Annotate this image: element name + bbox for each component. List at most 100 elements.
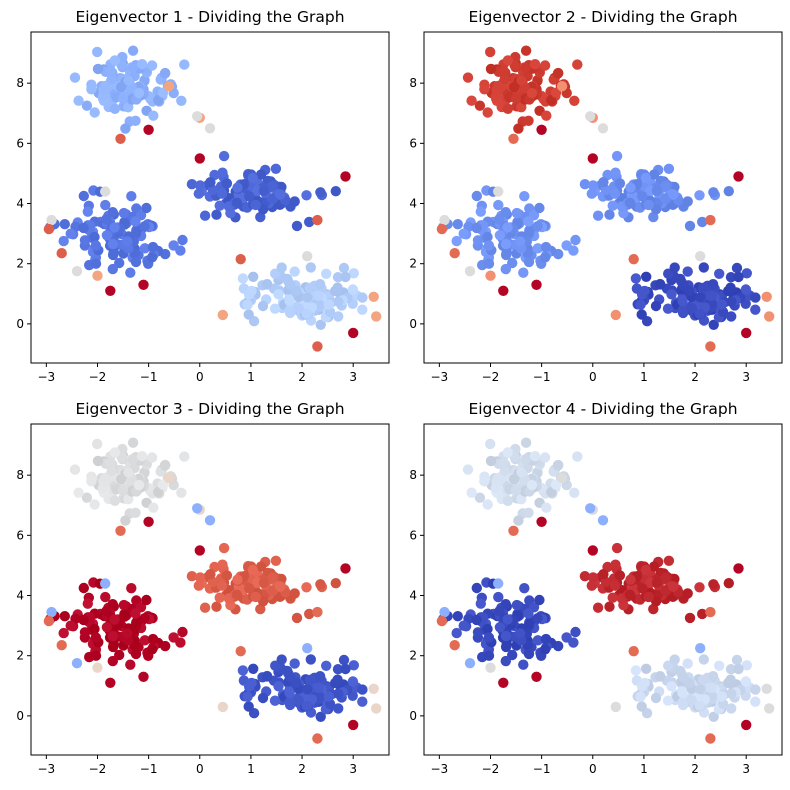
- scatter-point: [482, 499, 493, 510]
- scatter-point: [677, 305, 688, 316]
- scatter-point-outlier: [192, 111, 203, 122]
- x-tick-label: 1: [640, 370, 648, 384]
- scatter-point: [698, 262, 709, 273]
- scatter-point: [511, 599, 523, 611]
- scatter-point-outlier: [585, 111, 596, 122]
- scatter-point: [462, 72, 474, 83]
- scatter-point: [130, 256, 142, 268]
- scatter-points: [436, 437, 775, 744]
- scatter-point: [117, 485, 129, 496]
- scatter-point: [586, 580, 597, 591]
- scatter-point: [502, 222, 513, 233]
- scatter-point: [221, 570, 233, 581]
- scatter-point-outlier: [348, 327, 359, 339]
- y-tick-label: 4: [409, 197, 417, 211]
- scatter-point: [471, 582, 482, 594]
- scatter-point: [58, 235, 69, 247]
- scatter-point: [550, 479, 562, 490]
- scatter-point: [500, 238, 512, 250]
- x-tick-label: −3: [430, 370, 448, 384]
- x-tick-label: −2: [89, 370, 107, 384]
- scatter-point: [148, 502, 159, 513]
- scatter-point: [106, 465, 118, 477]
- scatter-point: [107, 655, 119, 667]
- scatter-point: [90, 632, 102, 643]
- scatter-point-outlier: [764, 703, 775, 714]
- scatter-point-outlier: [585, 503, 596, 514]
- scatter-point: [500, 207, 511, 218]
- scatter-point: [532, 635, 544, 646]
- scatter-point: [540, 252, 551, 263]
- scatter-point: [65, 620, 76, 631]
- scatter-point: [500, 630, 512, 642]
- scatter-point: [205, 569, 216, 580]
- scatter-point: [115, 82, 127, 93]
- scatter-point-outlier: [71, 266, 83, 277]
- scatter-point: [159, 460, 171, 471]
- scatter-point: [284, 295, 295, 307]
- scatter-point: [179, 451, 190, 462]
- scatter-point: [194, 572, 206, 583]
- scatter-point: [237, 273, 249, 284]
- scatter-point: [534, 202, 545, 214]
- x-tick-label: 0: [196, 762, 204, 776]
- scatter-point-outlier: [531, 279, 542, 290]
- scatter-point: [244, 191, 255, 202]
- scatter-point: [725, 272, 737, 283]
- scatter-point: [255, 603, 266, 615]
- scatter-point: [146, 452, 158, 463]
- scatter-point: [218, 150, 230, 162]
- scatter-point: [293, 695, 304, 706]
- scatter-point: [587, 180, 599, 191]
- scatter-point: [706, 290, 717, 301]
- scatter-point: [107, 238, 119, 250]
- chart-panel-eigenvector-2: Eigenvector 2 - Dividing the Graph −3 −2 −…: [409, 8, 783, 384]
- scatter-point: [261, 279, 273, 290]
- scatter-point: [451, 627, 462, 639]
- scatter-point: [516, 75, 527, 86]
- scatter-point: [650, 300, 662, 312]
- scatter-point: [217, 559, 228, 570]
- scatter-point: [636, 309, 647, 320]
- scatter-point: [502, 103, 514, 115]
- scatter-point: [539, 452, 551, 463]
- scatter-point: [568, 637, 579, 648]
- scatter-point: [315, 187, 326, 198]
- chart-panel-eigenvector-3: Eigenvector 3 - Dividing the Graph −3 −2 −…: [16, 400, 390, 776]
- scatter-point: [304, 216, 315, 228]
- scatter-point: [677, 697, 688, 708]
- scatter-point: [258, 185, 270, 196]
- scatter-point: [125, 659, 136, 670]
- scatter-point: [508, 474, 520, 485]
- scatter-point: [483, 632, 495, 643]
- scatter-point-outlier: [46, 606, 57, 618]
- scatter-point: [471, 222, 482, 234]
- scatter-point: [541, 110, 552, 121]
- scatter-point-outlier: [436, 615, 448, 627]
- scatter-point: [179, 59, 190, 70]
- scatter-point: [177, 626, 188, 638]
- scatter-point-outlier: [741, 719, 752, 731]
- scatter-point-outlier: [194, 545, 205, 556]
- scatter-point: [452, 219, 463, 230]
- scatter-point: [568, 245, 579, 256]
- scatter-point: [332, 272, 344, 283]
- scatter-point: [740, 676, 752, 687]
- scatter-point: [697, 216, 708, 228]
- scatter-point: [726, 688, 737, 699]
- scatter-point: [109, 55, 121, 66]
- scatter-point: [250, 199, 261, 211]
- scatter-point: [708, 579, 719, 590]
- x-tick-label: 3: [742, 370, 750, 384]
- scatter-point: [107, 207, 118, 218]
- scatter-point: [479, 476, 490, 487]
- scatter-point: [498, 457, 509, 469]
- scatter-point: [82, 206, 94, 217]
- scatter-point-outlier: [302, 251, 313, 262]
- scatter-point: [211, 209, 222, 220]
- scatter-point: [541, 502, 552, 513]
- scatter-point: [636, 701, 647, 712]
- scatter-point: [81, 100, 93, 111]
- scatter-point: [348, 660, 359, 671]
- scatter-points: [436, 45, 775, 352]
